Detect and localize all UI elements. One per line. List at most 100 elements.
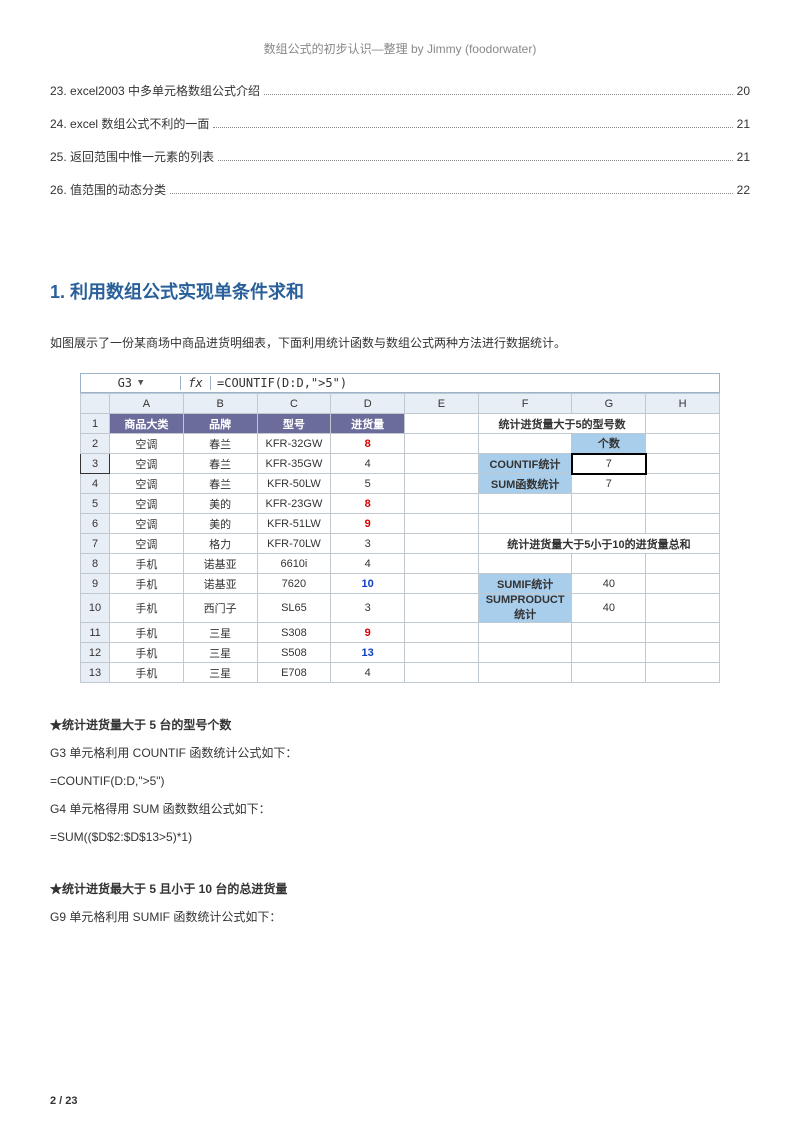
row-header[interactable]: 2	[81, 434, 110, 454]
cell: 13	[331, 643, 405, 663]
row-header[interactable]: 13	[81, 663, 110, 683]
cell: 美的	[183, 494, 257, 514]
toc-text: 23. excel2003 中多单元格数组公式介绍	[50, 82, 260, 99]
cell	[646, 623, 720, 643]
row-header[interactable]: 12	[81, 643, 110, 663]
stat-label: SUM函数统计	[478, 474, 572, 494]
cell	[646, 414, 720, 434]
cell	[572, 623, 646, 643]
stat-sub: 个数	[572, 434, 646, 454]
cell: KFR-50LW	[257, 474, 331, 494]
cell	[478, 434, 572, 454]
cell: 手机	[110, 574, 184, 594]
row-header[interactable]: 6	[81, 514, 110, 534]
row-header[interactable]: 9	[81, 574, 110, 594]
toc-page: 20	[737, 84, 750, 98]
cell: KFR-35GW	[257, 454, 331, 474]
col-header[interactable]: E	[405, 394, 479, 414]
cell: 美的	[183, 514, 257, 534]
cell	[646, 663, 720, 683]
row-header[interactable]: 11	[81, 623, 110, 643]
toc-dots	[213, 127, 732, 128]
formula-bar: G3 ▼ fx =COUNTIF(D:D,">5")	[80, 373, 720, 393]
toc-text: 24. excel 数组公式不利的一面	[50, 115, 209, 132]
toc-line[interactable]: 23. excel2003 中多单元格数组公式介绍 20	[50, 82, 750, 99]
formula-text[interactable]: =COUNTIF(D:D,">5")	[211, 376, 347, 390]
cell	[646, 434, 720, 454]
toc-line[interactable]: 26. 值范围的动态分类 22	[50, 181, 750, 198]
cell: S508	[257, 643, 331, 663]
stat-title: 统计进货量大于5的型号数	[478, 414, 645, 434]
cell	[405, 623, 479, 643]
row-header[interactable]: 10	[81, 594, 110, 623]
cell: SL65	[257, 594, 331, 623]
cell	[478, 623, 572, 643]
toc-dots	[170, 193, 733, 194]
name-box[interactable]: G3 ▼	[81, 376, 181, 390]
cell: 空调	[110, 454, 184, 474]
cell	[478, 643, 572, 663]
col-header[interactable]: G	[572, 394, 646, 414]
cell	[405, 414, 479, 434]
stat-value: 40	[572, 594, 646, 623]
cell: 三星	[183, 643, 257, 663]
toc-line[interactable]: 25. 返回范围中惟一元素的列表 21	[50, 148, 750, 165]
stat-value[interactable]: 7	[572, 454, 646, 474]
col-header[interactable]: D	[331, 394, 405, 414]
cell: 8	[331, 494, 405, 514]
table-header-cell: 商品大类	[110, 414, 184, 434]
cell	[646, 494, 720, 514]
explain-line: G4 单元格得用 SUM 函数数组公式如下：	[50, 797, 750, 821]
toc-text: 26. 值范围的动态分类	[50, 181, 166, 198]
stat-value: 7	[572, 474, 646, 494]
cell	[572, 554, 646, 574]
table-header-cell: 型号	[257, 414, 331, 434]
row-header[interactable]: 7	[81, 534, 110, 554]
cell: 手机	[110, 554, 184, 574]
cell: E708	[257, 663, 331, 683]
col-header[interactable]: B	[183, 394, 257, 414]
cell	[646, 574, 720, 594]
cell: 空调	[110, 474, 184, 494]
stat-label: SUMIF统计	[478, 574, 572, 594]
cell: 空调	[110, 494, 184, 514]
cell: 空调	[110, 434, 184, 454]
cell	[646, 454, 720, 474]
cell: KFR-32GW	[257, 434, 331, 454]
cell: 手机	[110, 623, 184, 643]
active-cell-ref: G3	[118, 376, 132, 390]
toc-text: 25. 返回范围中惟一元素的列表	[50, 148, 214, 165]
toc-dots	[218, 160, 733, 161]
cell: 4	[331, 454, 405, 474]
toc-line[interactable]: 24. excel 数组公式不利的一面 21	[50, 115, 750, 132]
row-header[interactable]: 4	[81, 474, 110, 494]
toc: 23. excel2003 中多单元格数组公式介绍 20 24. excel 数组…	[50, 82, 750, 198]
cell	[405, 574, 479, 594]
row-header[interactable]: 5	[81, 494, 110, 514]
cell	[405, 434, 479, 454]
cell	[405, 494, 479, 514]
cell: S308	[257, 623, 331, 643]
row-header[interactable]: 8	[81, 554, 110, 574]
row-header[interactable]: 3	[81, 454, 110, 474]
stat-label: COUNTIF统计	[478, 454, 572, 474]
cell	[405, 534, 479, 554]
toc-page: 21	[737, 150, 750, 164]
toc-page: 22	[737, 183, 750, 197]
dropdown-icon[interactable]: ▼	[138, 378, 143, 388]
cell: 空调	[110, 534, 184, 554]
star-heading-1: ★统计进货量大于 5 台的型号个数	[50, 713, 750, 737]
cell: 5	[331, 474, 405, 494]
cell: 手机	[110, 643, 184, 663]
cell: 9	[331, 514, 405, 534]
cell: 三星	[183, 623, 257, 643]
col-header[interactable]: A	[110, 394, 184, 414]
row-header[interactable]: 1	[81, 414, 110, 434]
fx-icon[interactable]: fx	[181, 376, 211, 390]
cell	[405, 643, 479, 663]
cell	[405, 594, 479, 623]
col-header[interactable]: C	[257, 394, 331, 414]
table-header-cell: 品牌	[183, 414, 257, 434]
col-header[interactable]: F	[478, 394, 572, 414]
col-header[interactable]: H	[646, 394, 720, 414]
